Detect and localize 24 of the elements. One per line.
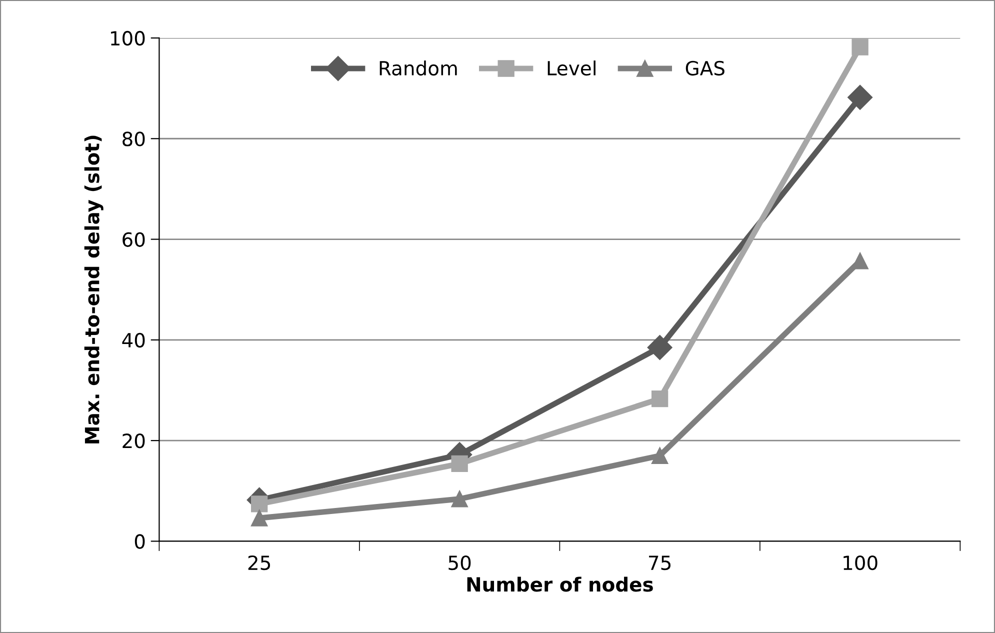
y-tick-label: 100 [111,30,145,46]
point [250,510,268,526]
point [651,390,668,408]
x-tick-label: 75 [649,556,670,570]
point [451,490,468,508]
y-tick-label: 20 [122,434,145,448]
legend-label: GAS [686,60,724,76]
legend-label: Random [380,60,457,76]
x-tick-label: 100 [844,555,878,570]
y-axis-title: Max. end-to-end delay (slot) [84,136,104,444]
point [651,447,668,464]
y-tick-label: 0 [134,534,145,549]
legend-label: Level [548,60,596,76]
y-tick-label: 60 [122,232,145,247]
point [848,84,873,110]
x-tick-label: 25 [248,555,270,570]
point [852,38,868,56]
point [451,455,468,472]
point [250,496,268,512]
y-tick-label: 80 [122,132,145,146]
x-axis-title: Number of nodes [467,576,653,592]
point [647,334,672,360]
x-tick-label: 50 [448,555,471,570]
y-tick-label: 40 [122,332,145,348]
